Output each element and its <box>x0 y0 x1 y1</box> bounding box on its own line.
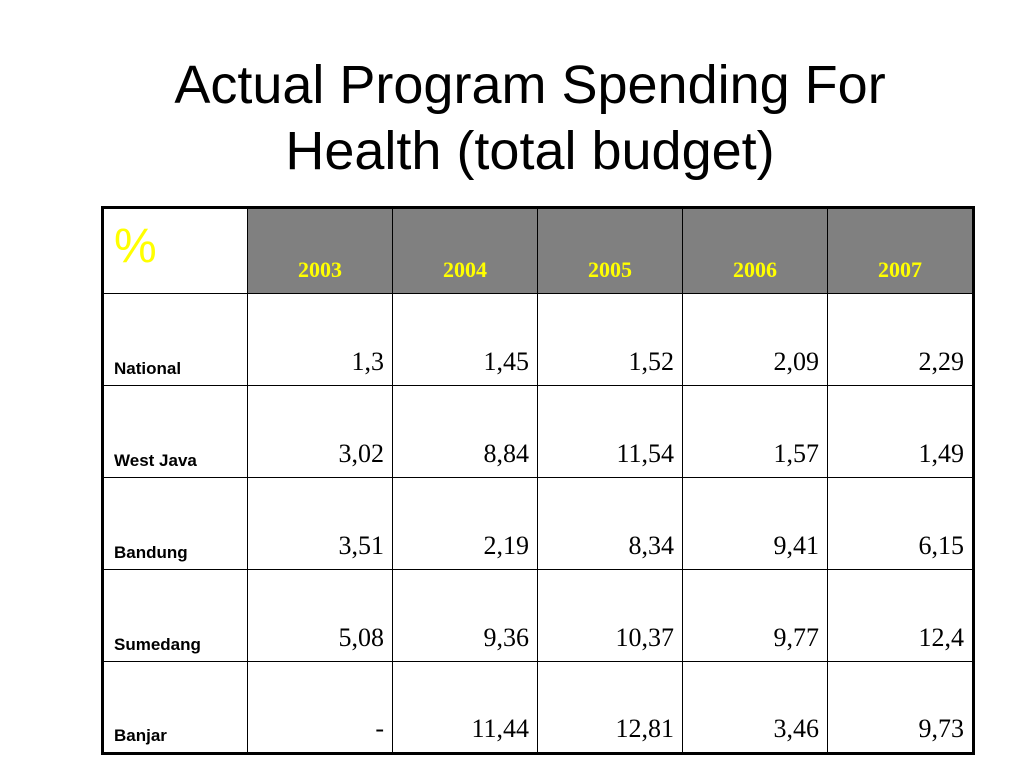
table-cell: 3,46 <box>682 661 828 754</box>
table-cell: 9,77 <box>682 569 828 662</box>
table-cell: 1,57 <box>682 385 828 478</box>
region-label: Banjar <box>102 661 248 754</box>
table-cell: 12,4 <box>827 569 974 662</box>
table-cell: 3,02 <box>247 385 393 478</box>
table-cell: 10,37 <box>537 569 683 662</box>
table-cell: 11,54 <box>537 385 683 478</box>
table-cell: - <box>247 661 393 754</box>
table-cell: 2,19 <box>392 477 538 570</box>
year-header: 2005 <box>537 207 683 294</box>
table-cell: 1,45 <box>392 293 538 386</box>
table-cell: 6,15 <box>827 477 974 570</box>
table-cell: 2,29 <box>827 293 974 386</box>
title-line-2: Health (total budget) <box>285 121 775 181</box>
region-label: Sumedang <box>102 569 248 662</box>
table-cell: 1,52 <box>537 293 683 386</box>
table-row: National 1,3 1,45 1,52 2,09 2,29 <box>102 293 974 386</box>
percent-label: % <box>102 207 248 294</box>
table-cell: 8,34 <box>537 477 683 570</box>
table-cell: 9,73 <box>827 661 974 754</box>
region-label: Bandung <box>102 477 248 570</box>
region-label: National <box>102 293 248 386</box>
spending-table: % 2003 2004 2005 2006 2007 National 1,3 … <box>101 206 975 755</box>
table-row: Bandung 3,51 2,19 8,34 9,41 6,15 <box>102 477 974 570</box>
table-row: Banjar - 11,44 12,81 3,46 9,73 <box>102 661 974 754</box>
table-cell: 9,41 <box>682 477 828 570</box>
year-header: 2006 <box>682 207 828 294</box>
table-cell: 1,3 <box>247 293 393 386</box>
title-line-1: Actual Program Spending For <box>174 55 886 115</box>
table-cell: 3,51 <box>247 477 393 570</box>
header-row: % 2003 2004 2005 2006 2007 <box>102 207 974 294</box>
region-label: West Java <box>102 385 248 478</box>
year-header: 2003 <box>247 207 393 294</box>
slide-title: Actual Program Spending For Health (tota… <box>60 52 1000 184</box>
table-row: Sumedang 5,08 9,36 10,37 9,77 12,4 <box>102 569 974 662</box>
table-cell: 12,81 <box>537 661 683 754</box>
table-cell: 5,08 <box>247 569 393 662</box>
table-row: West Java 3,02 8,84 11,54 1,57 1,49 <box>102 385 974 478</box>
table-cell: 11,44 <box>392 661 538 754</box>
year-header: 2004 <box>392 207 538 294</box>
table-cell: 9,36 <box>392 569 538 662</box>
table-cell: 2,09 <box>682 293 828 386</box>
table-cell: 1,49 <box>827 385 974 478</box>
table-cell: 8,84 <box>392 385 538 478</box>
year-header: 2007 <box>827 207 974 294</box>
